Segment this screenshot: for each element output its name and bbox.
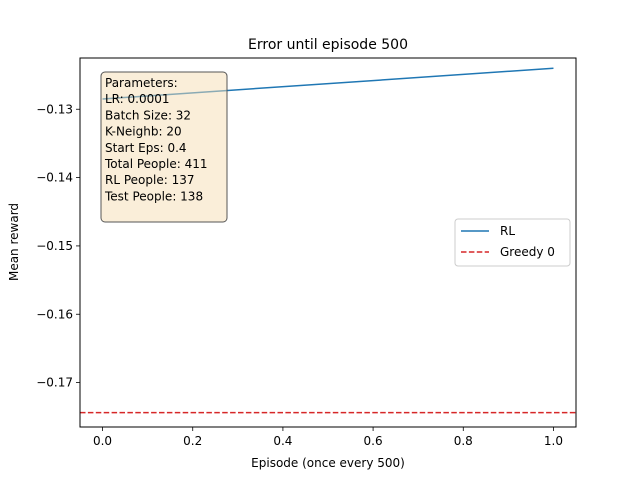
legend: RL Greedy 0 xyxy=(454,218,571,267)
annotation-line: LR: 0.0001 xyxy=(105,92,170,106)
annotation-line: Parameters: xyxy=(105,76,178,90)
y-axis: −0.13 −0.14 −0.15 −0.16 −0.17 xyxy=(36,102,80,390)
annotation-line: Test People: 138 xyxy=(104,189,203,203)
annotation-line: K-Neighb: 20 xyxy=(105,125,182,139)
legend-label-greedy: Greedy 0 xyxy=(500,245,555,259)
y-axis-label: Mean reward xyxy=(7,203,21,281)
x-tick-label: 1.0 xyxy=(544,434,563,448)
annotation-line: RL People: 137 xyxy=(105,173,194,187)
x-tick-label: 0.2 xyxy=(183,434,202,448)
parameters-annotation: Parameters: LR: 0.0001 Batch Size: 32 K-Nei… xyxy=(100,71,228,223)
annotation-line: Batch Size: 32 xyxy=(105,108,191,122)
legend-label-rl: RL xyxy=(500,224,515,238)
x-tick-label: 0.0 xyxy=(93,434,112,448)
y-tick-label: −0.15 xyxy=(36,239,73,253)
x-axis: 0.0 0.2 0.4 0.6 0.8 1.0 xyxy=(93,427,563,448)
y-tick-label: −0.13 xyxy=(36,102,73,116)
annotation-line: Total People: 411 xyxy=(104,157,207,171)
x-tick-label: 0.6 xyxy=(364,434,383,448)
annotation-box xyxy=(100,71,228,223)
annotation-line: Start Eps: 0.4 xyxy=(105,141,187,155)
y-tick-label: −0.17 xyxy=(36,376,73,390)
y-tick-label: −0.14 xyxy=(36,171,73,185)
x-tick-label: 0.4 xyxy=(273,434,292,448)
plot-frame xyxy=(79,57,577,428)
x-tick-label: 0.8 xyxy=(454,434,473,448)
x-axis-label: Episode (once every 500) xyxy=(251,456,405,470)
y-tick-label: −0.16 xyxy=(36,307,73,321)
chart-title: Error until episode 500 xyxy=(248,37,408,53)
